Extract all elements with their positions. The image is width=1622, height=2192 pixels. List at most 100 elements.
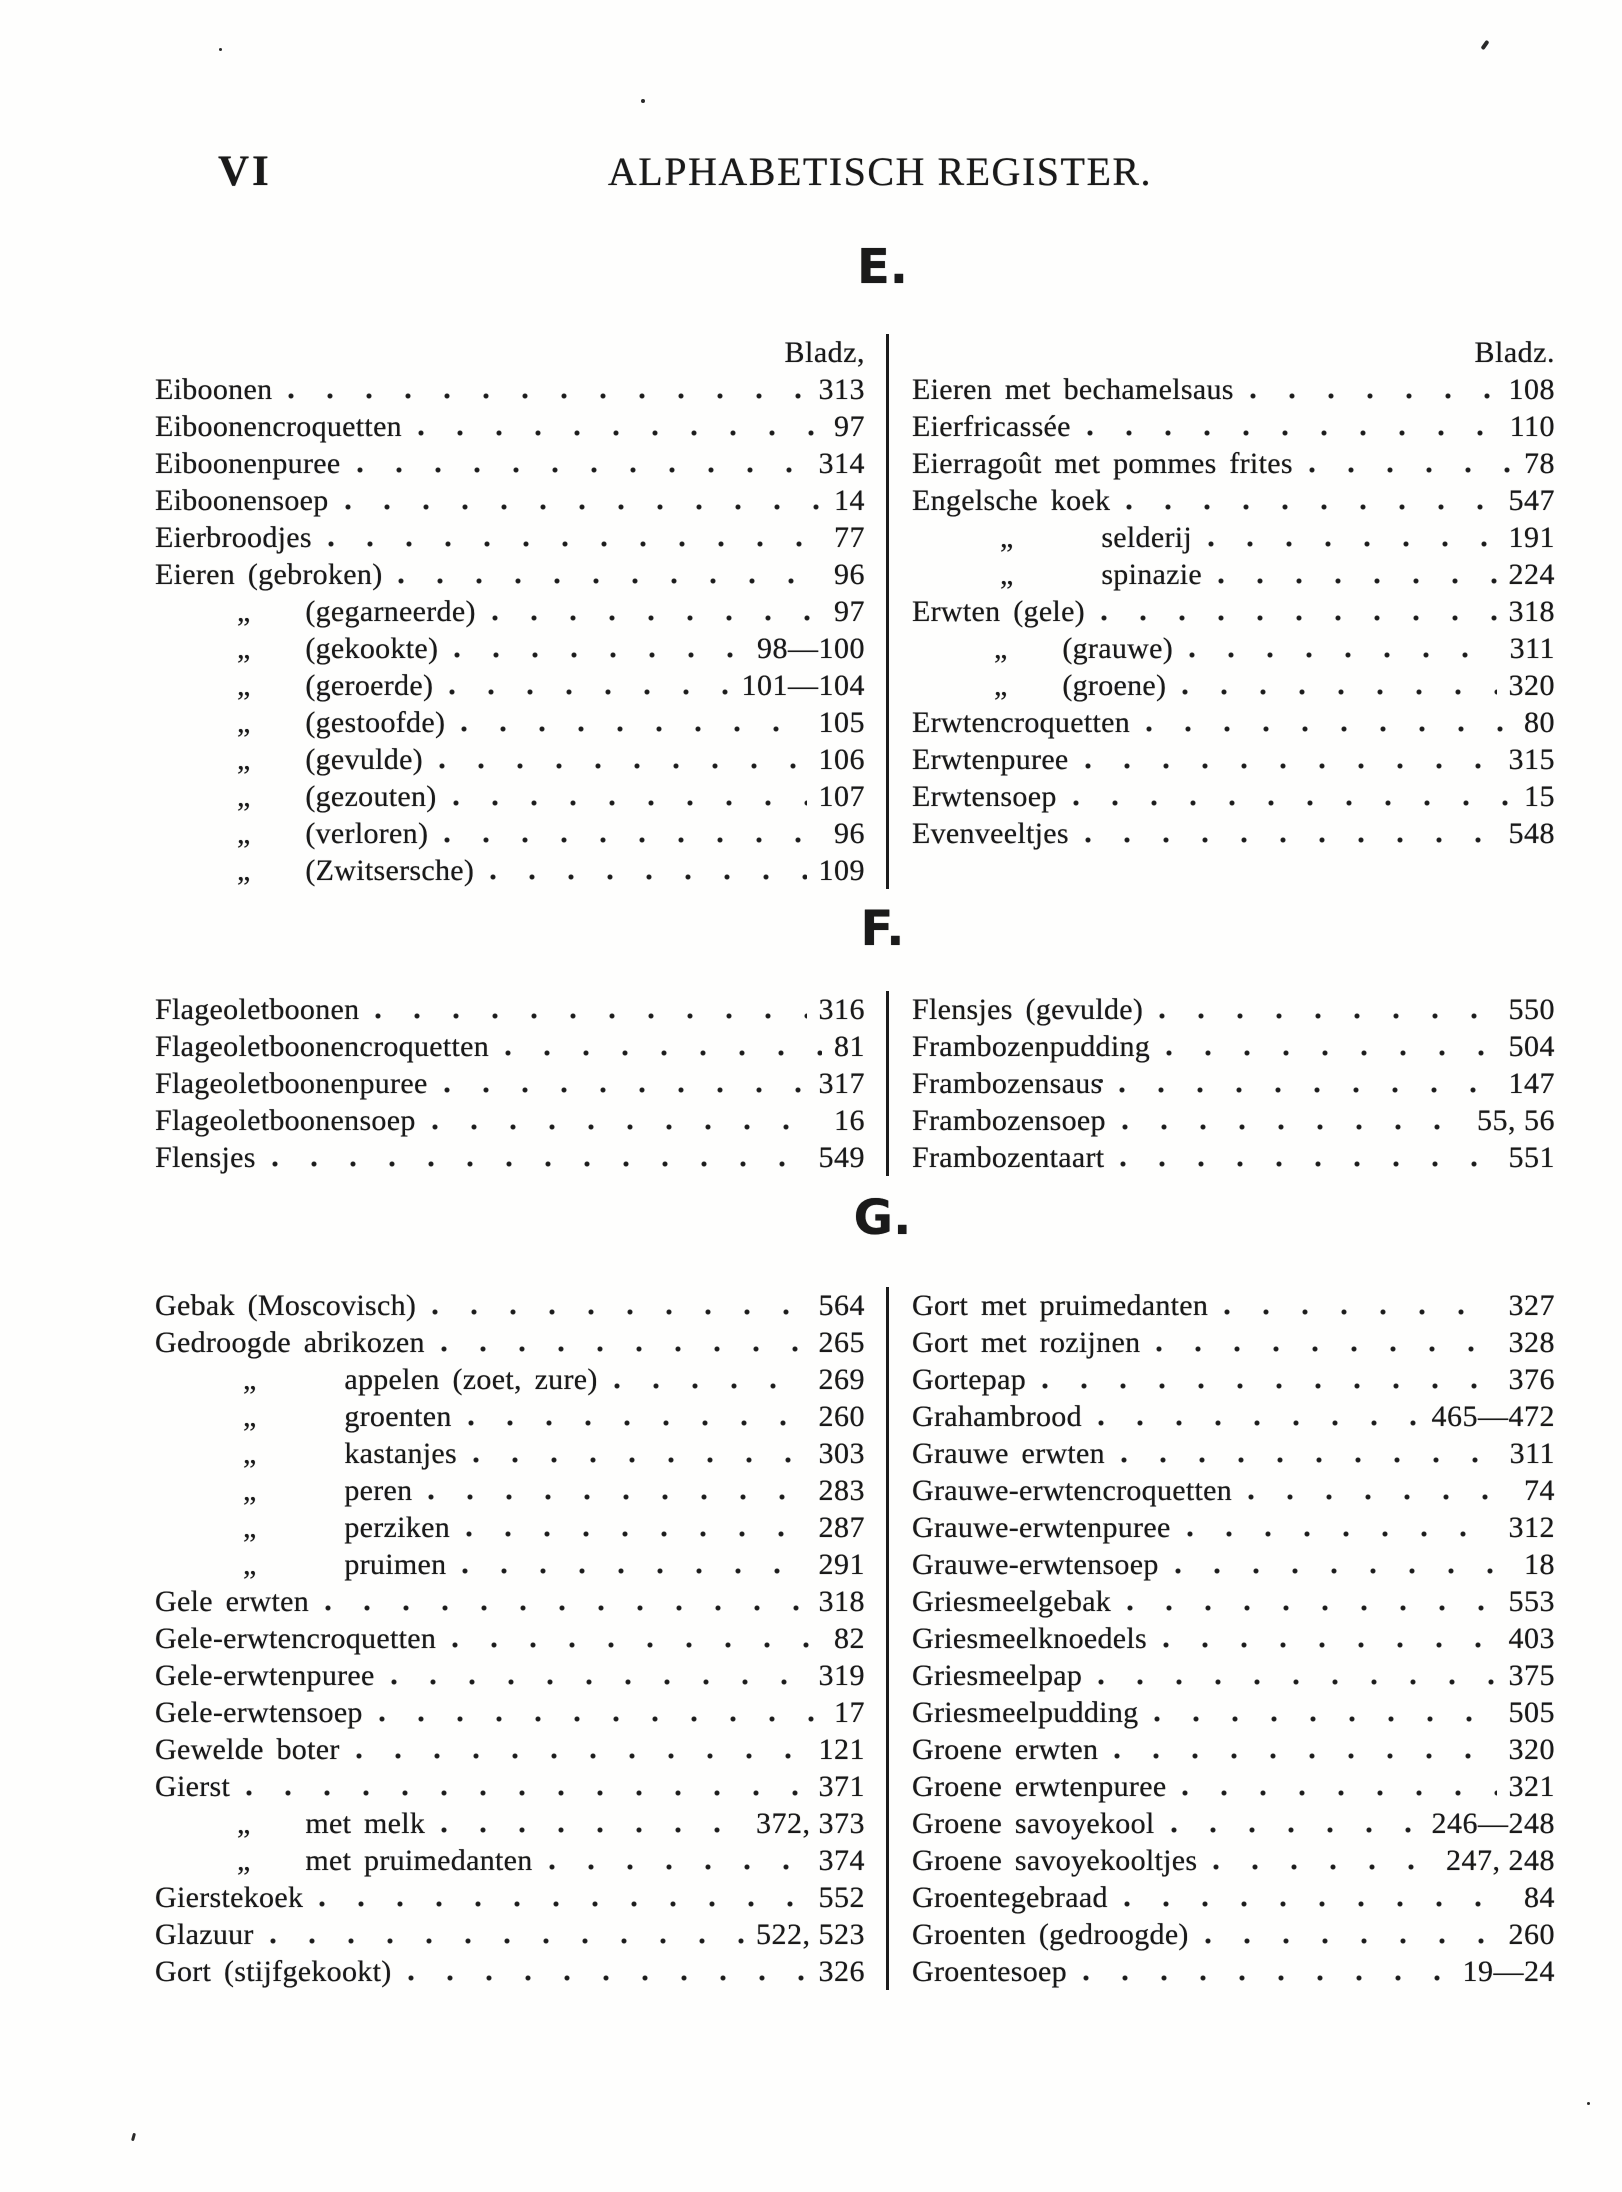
index-row: Grahambrood 465—472 [912,1398,1555,1435]
ditto-mark: „ [237,632,251,665]
leader-dots [355,1751,807,1761]
page-ref: 465—472 [1431,1400,1555,1433]
index-row: „ (geroerde) 101—104 [155,667,865,704]
index-row: Eiboonenpuree 314 [155,445,865,482]
page-ref: 318 [818,1585,865,1618]
entry-label: Gierst [155,1770,231,1803]
ditto-mark: „ [243,1474,257,1507]
entry-label: Grauwe-erwtencroquetten [912,1474,1233,1507]
index-column-right: Bladz. Eieren met bechamelsaus 108 Eierfric… [912,334,1555,889]
leader-dots [548,1862,807,1872]
page-ref: 107 [818,780,865,813]
index-row: Eieren (gebroken) 96 [155,556,865,593]
leader-dots [1084,761,1497,771]
page-ref: 191 [1508,521,1555,554]
entry-label: Groentesoep [912,1955,1067,1988]
index-row: Grauwe erwten 311 [912,1435,1555,1472]
section-letter-f: F. [860,901,905,957]
page-ref: 17 [834,1696,865,1729]
leader-dots [1146,724,1512,734]
index-row: Griesmeelpap 375 [912,1657,1555,1694]
leader-dots [1166,1048,1497,1058]
ditto-mark: „ [237,817,251,850]
index-column-right: Gort met pruimedanten 327 Gort met rozijne… [912,1287,1555,1990]
index-row: Gort (stijfgekookt) 326 [155,1953,865,1990]
entry-label: appelen (zoet, zure) [344,1363,598,1396]
page-ref: 371 [818,1770,865,1803]
index-row: Eieren met bechamelsaus 108 [912,371,1555,408]
entry-label: Griesmeelknoedels [912,1622,1148,1655]
leader-dots [428,1492,807,1502]
page-ref: 311 [1509,632,1555,665]
entry-label: kastanjes [344,1437,457,1470]
leader-dots [288,391,807,401]
entry-label: (gestoofde) [305,706,446,739]
index-row: Eierfricassée 110 [912,408,1555,445]
page-ref: 553 [1508,1585,1555,1618]
index-row: Gierst 371 [155,1768,865,1805]
page-ref: 96 [834,817,865,850]
section-columns: Bladz, Eiboonen 313 Eiboonencroquetten 97 Eib… [155,334,1555,889]
page-ref: 96 [834,558,865,591]
page-ref: 287 [818,1511,865,1544]
page-number: VI [218,148,272,195]
page-ref: 108 [1508,373,1555,406]
leader-dots [1126,502,1497,512]
index-row: „ (gegarneerde) 97 [155,593,865,630]
page-ref: 549 [818,1141,865,1174]
index-row: Groentegebraad 84 [912,1879,1555,1916]
page-ref: 74 [1524,1474,1555,1507]
entry-label: (groene) [1062,669,1167,702]
leader-dots [1182,687,1497,697]
index-row: Erwtencroquetten 80 [912,704,1555,741]
index-row: „ (gekookte) 98—100 [155,630,865,667]
leader-dots [1072,798,1512,808]
leader-dots [466,1529,807,1539]
index-row: Flensjes (gevulde) 550 [912,991,1555,1028]
index-row: Eierragoût met pommes frites 78 [912,445,1555,482]
page-ref: 315 [1508,743,1555,776]
leader-dots [1154,1714,1497,1724]
index-row: „ peren 283 [155,1472,865,1509]
index-row: Gele erwten 318 [155,1583,865,1620]
entry-label: Groene erwten [912,1733,1099,1766]
index-row: Frambozensaus 147 [912,1065,1555,1102]
leader-dots [491,613,822,623]
entry-label: Evenveeltjes [912,817,1069,850]
index-row: „ (gestoofde) 105 [155,704,865,741]
page-ref: 98—100 [757,632,865,665]
index-column-right: Flensjes (gevulde) 550 Frambozenpudding 504… [912,991,1555,1176]
leader-dots [1098,1677,1497,1687]
index-row: Grauwe-erwtenpuree 312 [912,1509,1555,1546]
page-ref: 505 [1508,1696,1555,1729]
column-divider [886,334,889,889]
leader-dots [1159,1011,1497,1021]
page-ref: 504 [1508,1030,1555,1063]
page-ref: 109 [818,854,865,887]
page-ref: 318 [1508,595,1555,628]
index-row: Gebak (Moscovisch) 564 [155,1287,865,1324]
entry-label: Flageoletboonen [155,993,360,1026]
entry-label: Eieren (gebroken) [155,558,383,591]
index-row: Groene erwtenpuree 321 [912,1768,1555,1805]
ditto-mark: „ [237,706,251,739]
page-ref: 374 [818,1844,865,1877]
ditto-mark: „ [243,1437,257,1470]
index-row: Eiboonensoep 14 [155,482,865,519]
leader-dots [375,1011,807,1021]
page-ref: 78 [1524,447,1555,480]
index-section-f: F. Flageoletboonen 316 Flageoletboonencroqu… [155,901,1555,1176]
leader-dots [1082,1973,1451,1983]
page-header: VI ALPHABETISCH REGISTER. [155,150,1555,200]
index-row: Erwtenpuree 315 [912,741,1555,778]
index-column-left: Gebak (Moscovisch) 564 Gedroogde abrikozen… [155,1287,865,1990]
leader-dots [441,1825,744,1835]
leader-dots [1123,1899,1512,1909]
page-ref: 522, 523 [756,1918,865,1951]
index-row: Flensjes 549 [155,1139,865,1176]
page-ref: 327 [1508,1289,1555,1322]
ditto-mark: „ [243,1548,257,1581]
index-row: Eierbroodjes 77 [155,519,865,556]
ditto-mark: „ [237,854,251,887]
leader-dots [1097,1418,1420,1428]
